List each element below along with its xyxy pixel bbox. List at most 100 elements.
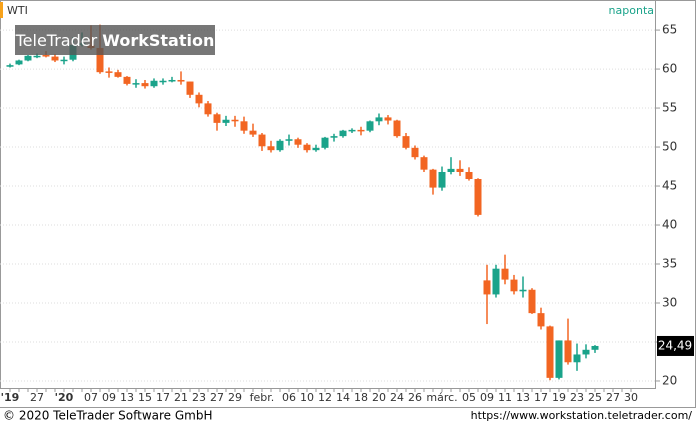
candle-body	[204, 103, 212, 115]
y-tick-label: 45	[662, 179, 677, 193]
y-tick-label: 40	[662, 218, 677, 232]
x-tick-label: márc.	[426, 391, 457, 404]
candle-body	[402, 136, 410, 148]
y-tick-label: 20	[662, 373, 677, 387]
candle-body	[384, 117, 392, 121]
x-tick-label: 30	[624, 391, 638, 404]
candle-body	[519, 289, 527, 292]
x-tick-label: 13	[120, 391, 134, 404]
candle-body	[420, 157, 428, 170]
x-tick-label: 13	[516, 391, 530, 404]
candle-body	[465, 171, 473, 180]
chart-title: WTI	[7, 4, 28, 17]
x-tick-label: 10	[300, 391, 314, 404]
x-tick-label: 11	[498, 391, 512, 404]
candle-body	[591, 345, 599, 350]
period-label: naponta	[609, 4, 654, 17]
candle-body	[123, 76, 131, 84]
candle-body	[24, 55, 32, 61]
candle-body	[528, 289, 536, 314]
candle-body	[438, 171, 446, 188]
x-tick-label: 17	[156, 391, 170, 404]
y-tick-label: 50	[662, 140, 677, 154]
candle-body	[240, 121, 248, 131]
y-tick-label: 30	[662, 296, 677, 310]
candle-body	[195, 94, 203, 104]
x-tick-label: 15	[138, 391, 152, 404]
candle-body	[231, 119, 239, 122]
last-price-box	[657, 335, 694, 356]
candle-body	[474, 179, 482, 215]
candle-body	[267, 146, 275, 151]
y-tick-label: 60	[662, 62, 677, 76]
watermark-brand: TeleTrader	[15, 31, 98, 50]
candle-body	[321, 137, 329, 148]
candle-body	[186, 81, 194, 95]
plot-frame	[0, 0, 656, 389]
candle-body	[573, 354, 581, 363]
candle-body	[114, 72, 122, 77]
candle-body	[564, 340, 572, 363]
x-tick-label: 26	[408, 391, 422, 404]
plot: 20 25 30 35 40 45 50 55 60 65 '19 27 '20 07 09 13 15 17 21…	[0, 23, 677, 404]
x-tick-label: 06	[282, 391, 296, 404]
x-tick-label: '19	[1, 391, 20, 404]
candle-body	[447, 168, 455, 172]
candle-body	[141, 83, 149, 87]
candle-body	[339, 130, 347, 137]
candle-body	[105, 71, 113, 73]
series-marker	[0, 2, 3, 18]
watermark-box	[15, 25, 215, 55]
candle-body	[222, 119, 230, 123]
x-tick-label: 27	[606, 391, 620, 404]
x-tick-label: '20	[55, 391, 74, 404]
candle-body	[357, 129, 365, 132]
y-tick-label: 55	[662, 101, 677, 115]
x-tick-label: 27	[210, 391, 224, 404]
candle-body	[51, 56, 59, 61]
candle-body	[168, 79, 176, 82]
candle-body	[249, 130, 257, 135]
candle-body	[42, 55, 50, 57]
candle-body	[330, 136, 338, 138]
candle-body	[303, 144, 311, 151]
candle-body	[159, 80, 167, 83]
candle-body	[393, 120, 401, 137]
x-tick-label: 21	[174, 391, 188, 404]
watermark: TeleTrader WorkStation	[15, 31, 215, 50]
x-tick-label: 17	[534, 391, 548, 404]
candle-body	[582, 349, 590, 355]
candle-body	[429, 169, 437, 188]
x-tick-label: 25	[588, 391, 602, 404]
candle-body	[60, 59, 68, 62]
x-tick-label: 23	[570, 391, 584, 404]
x-tick-label: 24	[390, 391, 404, 404]
candle-body	[456, 168, 464, 172]
y-tick-label: 35	[662, 257, 677, 271]
footer-url: https://www.workstation.teletrader.com/	[471, 409, 693, 422]
candle-body	[366, 121, 374, 131]
x-tick-label: 12	[318, 391, 332, 404]
candle-body	[15, 60, 23, 65]
candle-body	[501, 268, 509, 280]
x-tick-label: 19	[552, 391, 566, 404]
candle-body	[411, 147, 419, 158]
candle-body	[150, 80, 158, 87]
last-price-label: 24,49	[658, 338, 692, 352]
candle-body	[177, 79, 185, 82]
candle-body	[276, 140, 284, 151]
y-tick-label: 65	[662, 23, 677, 37]
candle-body	[510, 279, 518, 292]
x-tick-label: febr.	[250, 391, 275, 404]
candle-body	[312, 147, 320, 151]
candle-body	[285, 139, 293, 141]
x-tick-label: 29	[228, 391, 242, 404]
copyright: © 2020 TeleTrader Software GmbH	[3, 409, 213, 423]
x-tick-label: 09	[480, 391, 494, 404]
candle-body	[6, 65, 14, 67]
x-tick-label: 23	[192, 391, 206, 404]
candle-body	[258, 134, 266, 147]
candle-body	[546, 326, 554, 378]
candle-body	[375, 117, 383, 122]
